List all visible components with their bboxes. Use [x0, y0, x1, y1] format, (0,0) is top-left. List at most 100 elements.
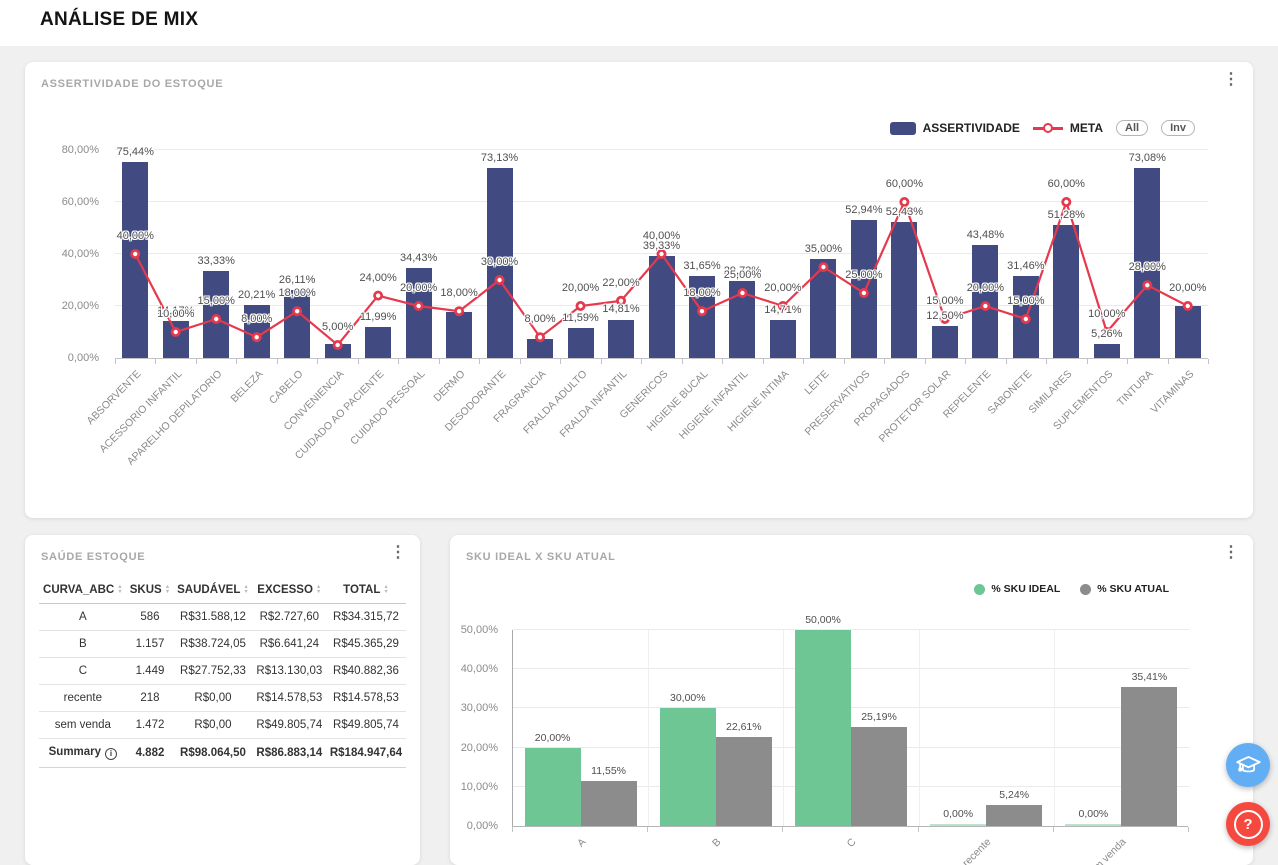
sku-legend: % SKU IDEAL % SKU ATUAL — [974, 583, 1169, 595]
col-header-skus[interactable]: SKUS ▲ ▼ — [126, 577, 174, 604]
meta-point-beleza[interactable] — [251, 332, 262, 343]
col-header-curva-abc[interactable]: CURVA_ABC ▲ ▼ — [39, 577, 127, 604]
table-cell: R$14.578,53 — [325, 684, 406, 712]
-sku-ideal-bar-c[interactable] — [795, 630, 851, 826]
legend-assertividade[interactable]: ASSERTIVIDADE — [889, 121, 1020, 135]
bar-vitaminas[interactable] — [1174, 306, 1201, 358]
meta-point-tintura[interactable] — [1142, 280, 1153, 291]
bar-similares[interactable] — [1053, 224, 1080, 358]
-sku-atual-bar-a[interactable] — [580, 780, 637, 826]
bar-fragrancia[interactable] — [527, 339, 554, 358]
bar-value-label: 11,99% — [359, 310, 397, 323]
sort-arrows-icon[interactable]: ▲ ▼ — [315, 584, 322, 595]
meta-value-label: 60,00% — [885, 178, 924, 190]
meta-point-cuidado-pessoal[interactable] — [413, 300, 424, 311]
bar-dermo[interactable] — [446, 311, 473, 358]
bar-cuidado-pessoal[interactable] — [405, 268, 432, 358]
col-header-total[interactable]: TOTAL ▲ ▼ — [325, 577, 406, 604]
bar-conveniencia[interactable] — [324, 343, 351, 358]
bar-absorvente[interactable] — [122, 161, 149, 358]
x-category-label: A — [574, 836, 589, 850]
meta-point-similares[interactable] — [1061, 197, 1072, 208]
-sku-atual-bar-sem-venda[interactable] — [1121, 687, 1178, 826]
sort-arrows-icon[interactable]: ▲ ▼ — [243, 584, 249, 595]
meta-point-protetor-solar[interactable] — [939, 313, 950, 324]
table-cell: R$27.752,33 — [173, 657, 253, 685]
meta-value-label: 35,00% — [804, 243, 843, 255]
legend-sku-ideal[interactable]: % SKU IDEAL — [974, 583, 1060, 595]
summary-cell: 4.882 — [126, 738, 174, 768]
help-button[interactable]: ? — [1226, 802, 1270, 846]
meta-point-sabonete[interactable] — [1020, 313, 1031, 324]
kebab-vertical-icon[interactable]: ⋮ — [390, 544, 406, 561]
-sku-ideal-bar-b[interactable] — [659, 708, 716, 826]
-sku-atual-bar-b[interactable] — [715, 737, 772, 826]
meta-point-cuidado-ao-paciente[interactable] — [373, 290, 384, 301]
-sku-ideal-bar-sem-venda[interactable] — [1065, 824, 1122, 826]
sort-arrows-icon[interactable]: ▲ ▼ — [164, 584, 171, 595]
meta-point-higiene-bucal[interactable] — [696, 306, 707, 317]
meta-value-label: 5,00% — [322, 321, 354, 333]
bar-higiene-bucal[interactable] — [688, 275, 715, 358]
meta-point-leite[interactable] — [818, 262, 829, 273]
x-category-label: B — [709, 836, 724, 850]
bar-protetor-solar[interactable] — [931, 325, 958, 358]
meta-value-label: 20,00% — [764, 282, 802, 294]
meta-point-cabelo[interactable] — [292, 306, 303, 317]
sku-chart-plot: 20,00% 11,55% 30,00% 22,61% 50,00% 25,19% 0,00… — [512, 614, 1189, 826]
bar-tintura[interactable] — [1134, 168, 1161, 358]
kebab-vertical-icon[interactable]: ⋮ — [1223, 71, 1239, 88]
-sku-atual-bar-recente[interactable] — [986, 805, 1043, 826]
meta-point-higiene-intima[interactable] — [777, 300, 788, 311]
meta-point-preservativos[interactable] — [858, 287, 869, 298]
meta-point-repelente[interactable] — [980, 300, 991, 311]
bar-propagados[interactable] — [891, 221, 918, 358]
axis-tick-icon — [782, 827, 784, 832]
meta-point-higiene-infantil[interactable] — [737, 287, 748, 298]
bar-suplementos[interactable] — [1093, 344, 1120, 358]
bar-cuidado-ao-paciente[interactable] — [365, 326, 392, 358]
col-header-saud-vel[interactable]: SAUDÁVEL ▲ ▼ — [173, 577, 253, 604]
meta-point-genericos[interactable] — [656, 249, 667, 260]
meta-point-dermo[interactable] — [454, 306, 465, 317]
bar-desodorante[interactable] — [486, 167, 513, 358]
graduation-cap-button[interactable] — [1226, 743, 1270, 787]
-sku-atual-bar-c[interactable] — [851, 727, 907, 826]
bar-fralda-adulto[interactable] — [567, 327, 594, 358]
table-cell: 586 — [126, 603, 174, 631]
summary-cell: R$86.883,14 — [252, 738, 326, 768]
sort-arrows-icon[interactable]: ▲ ▼ — [117, 584, 123, 595]
meta-point-aparelho-depilatorio[interactable] — [211, 313, 222, 324]
bar-cabelo[interactable] — [284, 290, 311, 358]
meta-point-fralda-infantil[interactable] — [616, 295, 627, 306]
bar-value-label: 34,43% — [399, 252, 438, 265]
meta-point-fragrancia[interactable] — [535, 332, 546, 343]
table-cell: 1.157 — [126, 630, 174, 658]
meta-point-acessorio-infantil[interactable] — [170, 326, 181, 337]
-sku-ideal-bar-recente[interactable] — [930, 824, 987, 826]
all-button[interactable]: All — [1116, 120, 1149, 136]
meta-point-fralda-adulto[interactable] — [575, 300, 586, 311]
meta-point-conveniencia[interactable] — [332, 339, 343, 350]
bar-value-label: 14,81% — [602, 303, 640, 316]
bar-fralda-infantil[interactable] — [608, 319, 635, 358]
col-header-excesso[interactable]: EXCESSO ▲ ▼ — [252, 577, 326, 604]
assertividade-swatch — [889, 121, 916, 135]
meta-point-suplementos[interactable] — [1101, 326, 1112, 337]
bar-genericos[interactable] — [648, 255, 675, 358]
v-gridline — [1053, 630, 1055, 826]
legend-meta[interactable]: META — [1032, 121, 1103, 135]
bar-higiene-intima[interactable] — [769, 319, 796, 358]
meta-point-absorvente[interactable] — [130, 249, 141, 260]
-sku-ideal-bar-a[interactable] — [524, 747, 581, 826]
meta-point-propagados[interactable] — [899, 197, 910, 208]
legend-sku-atual[interactable]: % SKU ATUAL — [1080, 583, 1169, 595]
info-icon[interactable]: i — [105, 748, 118, 760]
meta-point-desodorante[interactable] — [494, 275, 505, 286]
bar-value-label: 38,24% — [804, 242, 843, 255]
table-cell: 1.472 — [126, 711, 174, 739]
kebab-vertical-icon[interactable]: ⋮ — [1223, 544, 1239, 561]
inv-button[interactable]: Inv — [1161, 120, 1195, 136]
sort-arrows-icon[interactable]: ▲ ▼ — [383, 584, 389, 595]
meta-point-vitaminas[interactable] — [1182, 300, 1193, 311]
